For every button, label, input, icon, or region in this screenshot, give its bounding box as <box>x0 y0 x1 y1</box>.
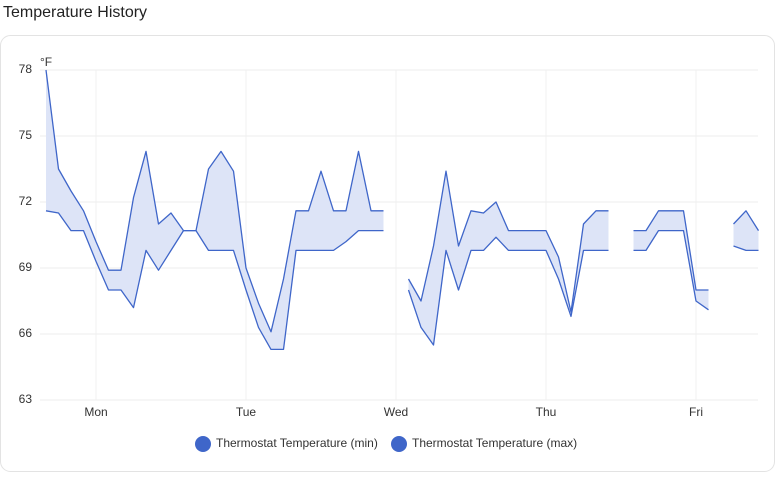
y-tick-label: 72 <box>19 194 33 208</box>
x-tick-label: Mon <box>84 405 107 419</box>
y-tick-label: 69 <box>19 260 33 274</box>
legend-label: Thermostat Temperature (min) <box>216 436 378 450</box>
x-tick-label: Fri <box>689 405 703 419</box>
range-fill <box>733 210 759 251</box>
x-tick-label: Thu <box>536 405 557 419</box>
series-line <box>45 69 760 333</box>
x-tick-label: Tue <box>236 405 257 419</box>
range-fill <box>46 70 384 350</box>
y-tick-label: 78 <box>19 62 33 76</box>
x-tick-label: Wed <box>384 405 408 419</box>
card <box>0 35 775 472</box>
chart-title: Temperature History <box>3 4 147 21</box>
range-fill <box>633 210 709 310</box>
y-axis-label: °F <box>40 55 52 69</box>
legend-swatch <box>391 436 407 452</box>
y-tick-label: 63 <box>19 392 33 406</box>
y-tick-label: 75 <box>19 128 33 142</box>
legend-swatch <box>195 436 211 452</box>
legend-label: Thermostat Temperature (max) <box>412 436 577 450</box>
y-tick-label: 66 <box>19 326 33 340</box>
series-line <box>45 210 759 351</box>
